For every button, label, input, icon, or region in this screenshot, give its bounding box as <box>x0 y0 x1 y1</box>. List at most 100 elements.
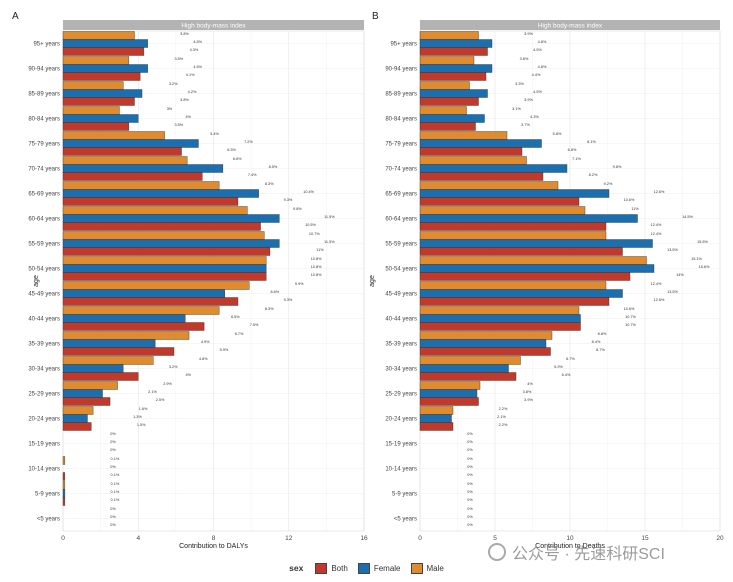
panel-a-y-tick-label: 5-9 years <box>35 492 60 498</box>
panel-a-data-label-male: 9.9% <box>295 282 304 286</box>
legend-item-male: Male <box>410 562 444 574</box>
panel-a-data-label-male: 3% <box>167 107 173 111</box>
panel-a-bar-both <box>62 397 111 406</box>
panel-a-y-tick-label: 70-74 years <box>28 167 60 173</box>
panel-a-y-tick-label: 10-14 years <box>28 467 60 473</box>
panel-b-bar-male <box>419 331 553 340</box>
panel-b-bar-both <box>419 222 607 231</box>
panel-b-bar-both <box>419 147 523 156</box>
panel-a-bar-both <box>62 272 267 281</box>
panel-b-bar-both <box>419 372 517 381</box>
legend-swatch-male <box>410 562 423 574</box>
legend-swatch-both <box>315 562 328 574</box>
panel-b-data-label-male: 15.1% <box>691 257 702 261</box>
panel-a-data-label-both: 10.8% <box>311 273 322 277</box>
panel-a-data-label-male: 0% <box>110 432 116 436</box>
panel-b-data-label-male: 3.6% <box>520 57 529 61</box>
panel-b-data-label-male: 0% <box>467 432 473 436</box>
panel-a-bar-female <box>62 89 143 98</box>
panel-a-bar-female <box>62 389 103 398</box>
panel-a-x-tick-label: 4 <box>136 535 140 542</box>
panel-b-data-label-male: 9.2% <box>604 182 613 186</box>
panel-b-data-label-female: 3.8% <box>523 390 532 394</box>
panel-b-y-tick-label: 25-29 years <box>385 392 417 398</box>
panel-a-data-label-female: 7.2% <box>244 140 253 144</box>
panel-a-bar-male <box>62 181 220 190</box>
panel-b-bar-both <box>419 422 454 431</box>
panel-a-y-axis-title: age <box>33 275 40 287</box>
panel-a-bar-male <box>62 156 188 165</box>
panel-b-bar-both <box>419 247 623 256</box>
panel-b-data-label-male: 2.2% <box>499 407 508 411</box>
panel-b-data-label-male: 0% <box>467 482 473 486</box>
panel-a-bar-both <box>62 347 175 356</box>
panel-b-bar-female <box>419 114 485 123</box>
panel-b-data-label-female: 8.1% <box>587 140 596 144</box>
panel-b-data-label-female: 10.7% <box>625 315 636 319</box>
panel-a-data-label-female: 0% <box>110 440 116 444</box>
panel-a-data-label-both: 5.9% <box>220 348 229 352</box>
panel-a-data-label-male: 0.1% <box>111 457 120 461</box>
panel-a-y-tick-label: <5 years <box>37 517 60 523</box>
panel-b-y-tick-label: 90-94 years <box>385 67 417 73</box>
panel-b-bar-both <box>419 122 476 131</box>
panel-b-data-label-female: 4.3% <box>530 115 539 119</box>
panel-b-data-label-both: 10.6% <box>624 198 635 202</box>
panel-a-data-label-both: 4.3% <box>190 48 199 52</box>
panel-a-data-label-both: 2.5% <box>156 398 165 402</box>
panel-a-bar-male <box>62 331 190 340</box>
panel-a-bar-male <box>62 256 267 265</box>
panel-a-data-label-female: 11.5% <box>324 240 335 244</box>
panel-b-y-tick-label: 60-64 years <box>385 217 417 223</box>
panel-a-data-label-female: 3.2% <box>169 365 178 369</box>
panel-a-data-label-female: 8.6% <box>270 290 279 294</box>
panel-a-y-tick-label: 20-24 years <box>28 417 60 423</box>
panel-a-bar-male <box>62 231 265 240</box>
panel-a-bar-male <box>62 356 154 365</box>
panel-b-y-tick-label: 5-9 years <box>392 492 417 498</box>
panel-a-bar-female <box>62 214 280 223</box>
panel-b-x-axis-title: Contribution to Deaths <box>535 543 605 550</box>
panel-a-data-label-male: 6.7% <box>235 332 244 336</box>
panel-a-bar-both <box>62 422 92 431</box>
panel-b-y-tick-label: 45-49 years <box>385 292 417 298</box>
panel-b-bar-both <box>419 272 631 281</box>
panel-b-data-label-both: 3.7% <box>521 123 530 127</box>
panel-a-title-strip <box>63 20 364 30</box>
chart-figure: A High body-mass index 0 4 8 12 16 95+ years 3.8… <box>12 11 724 550</box>
panel-a-y-tick-label: 65-69 years <box>28 192 60 198</box>
legend-label-male: Male <box>426 563 444 573</box>
panel-b-bar-female <box>419 339 547 348</box>
panel-a-bar-both <box>62 72 141 81</box>
panel-b-data-label-both: 4.4% <box>532 73 541 77</box>
panel-a-data-label-female: 2.1% <box>148 390 157 394</box>
wechat-logo-icon <box>488 543 506 561</box>
panel-a-y-tick-label: 95+ years <box>33 42 60 48</box>
panel-b-data-label-male: 0% <box>467 457 473 461</box>
panel-b-data-label-both: 4.5% <box>533 48 542 52</box>
panel-b-y-tick-label: 30-34 years <box>385 367 417 373</box>
panel-b-bar-male <box>419 381 481 390</box>
panel-b-y-tick-label: 10-14 years <box>385 467 417 473</box>
panel-a-data-label-male: 9.8% <box>293 207 302 211</box>
panel-b-data-label-female: 12.6% <box>654 190 665 194</box>
panel-a-bar-female <box>62 114 139 123</box>
panel-b-y-tick-label: 85-89 years <box>385 92 417 98</box>
panel-a-y-tick-label: 15-19 years <box>28 442 60 448</box>
panel-a-bar-female <box>62 489 66 498</box>
panel-a-bar-female <box>62 239 280 248</box>
panel-b-data-label-both: 13.5% <box>667 248 678 252</box>
panel-a-data-label-female: 0.1% <box>111 490 120 494</box>
panel-b-bar-male <box>419 181 559 190</box>
panel-b-y-tick-label: 35-39 years <box>385 342 417 348</box>
panel-b-data-label-male: 6.7% <box>566 357 575 361</box>
panel-a-bar-both <box>62 372 139 381</box>
panel-b-bar-both <box>419 322 581 331</box>
panel-a-y-tick-label: 30-34 years <box>28 367 60 373</box>
panel-a-bar-both <box>62 97 135 106</box>
panel-a-bar-both <box>62 472 66 481</box>
panel-a-label: A <box>12 11 19 22</box>
panel-a-bar-male <box>62 456 66 465</box>
panel-b-bar-female <box>419 214 638 223</box>
panel-a-title: High body-mass index <box>181 23 246 30</box>
